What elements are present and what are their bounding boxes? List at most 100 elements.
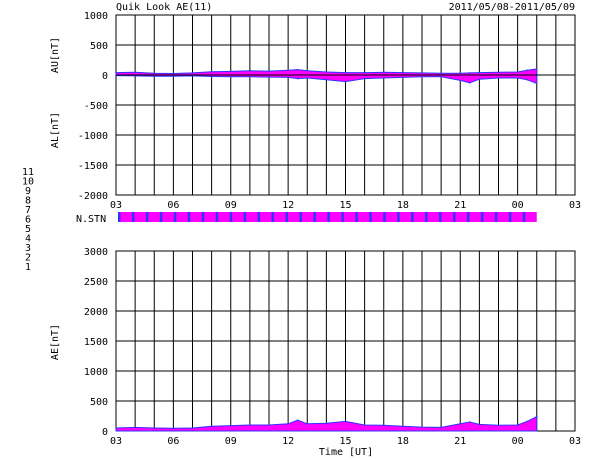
ae-point-ae	[306, 423, 309, 425]
legend-entry: 8	[25, 196, 31, 207]
au-al-point-au	[153, 72, 156, 74]
au-al-point-au	[469, 72, 471, 74]
au-al-y-tick-label: 1000	[84, 11, 108, 22]
au-al-point-al	[478, 78, 481, 80]
station-block	[201, 212, 205, 222]
station-block	[494, 212, 498, 222]
legend-entry: 1	[25, 262, 31, 273]
station-block	[173, 212, 177, 222]
au-al-point-al	[296, 77, 299, 80]
station-block	[285, 212, 288, 222]
au-al-point-al	[210, 75, 213, 78]
au-al-x-tick-label: 18	[397, 200, 409, 211]
legend-entry: 5	[25, 224, 31, 235]
ae-point-ae	[516, 424, 519, 426]
chart-title: Quik Look AE(11)	[116, 2, 212, 13]
station-block	[271, 212, 275, 222]
ae-point-ae	[296, 419, 299, 422]
au-al-point-al	[469, 82, 471, 84]
ae-x-tick-label: 18	[397, 436, 409, 447]
station-block	[299, 212, 302, 222]
au-al-y-tick-label: -1000	[78, 131, 108, 142]
au-al-point-al	[172, 75, 175, 77]
au-al-point-al	[535, 82, 538, 85]
au-al-x-tick-label: 15	[339, 200, 351, 211]
au-al-point-al	[363, 77, 366, 80]
au-al-point-al	[344, 80, 347, 83]
station-block	[439, 212, 442, 222]
station-block	[411, 212, 414, 222]
station-block	[453, 212, 456, 222]
au-al-point-au	[191, 72, 194, 74]
station-block	[215, 212, 219, 222]
au-al-point-al	[153, 75, 156, 77]
au-al-point-au	[421, 72, 423, 74]
au-al-y-tick-label: -1500	[78, 161, 108, 172]
au-al-y-tick-label: 500	[90, 41, 108, 52]
ae-x-tick-label: 03	[569, 436, 581, 447]
legend-entry: 6	[25, 215, 31, 226]
au-al-point-al	[440, 76, 442, 78]
station-block	[369, 212, 372, 222]
ae-point-ae	[478, 423, 481, 426]
au-al-point-al	[402, 76, 404, 79]
au-al-x-tick-label: 06	[167, 200, 179, 211]
au-al-point-al	[306, 77, 309, 79]
ae-point-ae	[268, 424, 270, 426]
station-block	[187, 212, 191, 222]
ae-x-tick-label: 21	[454, 436, 466, 447]
au-al-point-au	[497, 71, 500, 74]
ae-point-ae	[325, 422, 328, 425]
ae-x-tick-label: 15	[339, 436, 351, 447]
au-al-point-al	[421, 76, 423, 78]
au-al-point-au	[306, 70, 309, 72]
ae-point-ae	[535, 415, 538, 418]
au-al-point-al	[382, 77, 385, 79]
au-al-point-al	[268, 76, 270, 78]
station-block	[508, 212, 512, 222]
station-block	[159, 212, 163, 222]
station-block	[243, 212, 247, 222]
au-al-y-tick-label: -2000	[78, 191, 108, 202]
ae-y-tick-label: 500	[90, 397, 108, 408]
au-al-point-al	[249, 76, 251, 78]
al-axis-label: AL[nT]	[50, 112, 61, 148]
legend-entry: 4	[25, 234, 31, 245]
au-al-point-au	[363, 71, 366, 74]
legend-entry: 10	[22, 177, 34, 188]
au-al-x-tick-label: 12	[282, 200, 294, 211]
au-al-point-au	[229, 70, 232, 73]
au-al-point-au	[115, 71, 117, 74]
au-al-point-au	[526, 69, 528, 71]
station-count-strip	[118, 212, 537, 222]
ae-point-ae	[287, 423, 289, 425]
ae-point-ae	[344, 420, 347, 423]
ae-point-ae	[421, 426, 423, 428]
au-al-point-al	[287, 76, 289, 79]
au-al-point-au	[459, 72, 462, 74]
ae-point-ae	[363, 424, 366, 426]
station-block	[257, 212, 261, 222]
ae-point-ae	[497, 424, 500, 427]
station-block	[131, 212, 135, 222]
ae-x-tick-label: 06	[167, 436, 179, 447]
au-al-point-au	[478, 71, 481, 74]
au-al-x-tick-label: 03	[569, 200, 581, 211]
legend-entry: 3	[25, 243, 31, 254]
ae-y-tick-label: 3000	[84, 247, 108, 258]
au-al-point-al	[516, 77, 519, 79]
au-al-point-au	[440, 72, 442, 74]
au-al-x-tick-label: 03	[110, 200, 122, 211]
au-al-point-au	[402, 71, 404, 74]
ae-point-ae	[469, 421, 471, 423]
au-al-point-au	[535, 68, 538, 70]
ae-x-tick-label: 00	[512, 436, 524, 447]
au-al-x-tick-label: 00	[512, 200, 524, 211]
au-al-point-au	[382, 71, 385, 74]
au-al-point-au	[134, 71, 136, 74]
station-block	[313, 212, 316, 222]
ae-x-tick-label: 03	[110, 436, 122, 447]
au-al-y-tick-label: 0	[102, 71, 108, 82]
